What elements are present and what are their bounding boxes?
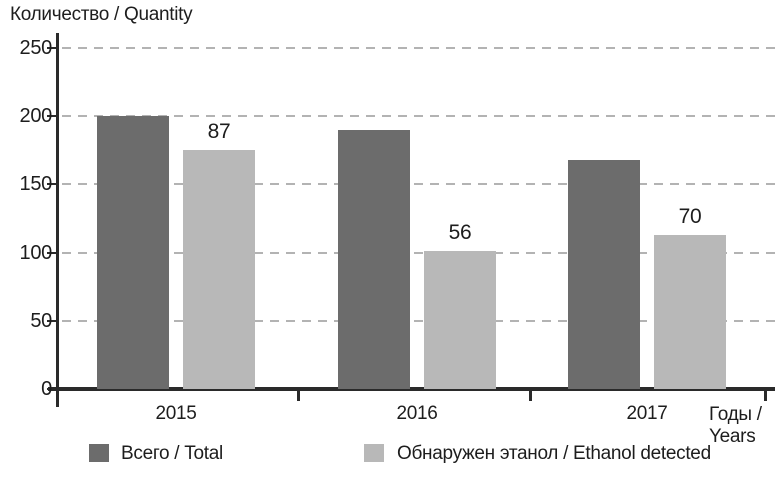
y-tick-mark-250 [47,47,57,49]
legend-label-series2: Обнаружен этанол / Ethanol detected [397,443,711,464]
y-tick-mark-150 [47,183,57,186]
x-axis-line [48,387,775,391]
x-axis-label-2017: 2017 [626,403,668,424]
bar-2015-series2 [183,150,255,389]
bar-2017-series1 [568,159,640,389]
legend-label-series1: Всего / Total [121,443,223,464]
x-axis-label-2015: 2015 [155,403,197,424]
y-tick-mark-0 [47,388,57,390]
y-tick-label-0: 0 [41,378,52,400]
y-tick-label-250: 250 [19,37,53,59]
bar-value-label-2017: 70 [678,204,702,228]
bar-value-label-2015: 87 [207,120,231,144]
x-axis-title-line2: Years [709,426,756,447]
y-tick-mark-50 [47,319,57,322]
y-tick-label-100: 100 [19,241,53,264]
bar-value-label-2016: 56 [448,221,472,245]
y-tick-label-150: 150 [19,173,53,196]
y-axis-line [56,33,59,407]
x-tick-mark-1 [529,391,532,401]
chart-title: Количество / Quantity [10,4,193,25]
gridline-150 [62,183,775,186]
legend-swatch-series2 [364,444,384,462]
bar-2016-series2 [424,251,496,389]
bar-2016-series1 [338,129,410,389]
y-tick-mark-200 [47,115,57,118]
x-tick-mark-0 [297,391,300,401]
gridline-100 [62,251,775,254]
bar-2017-series2 [654,234,726,389]
x-tick-mark-2 [764,391,767,401]
legend-swatch-series1 [89,444,109,462]
gridline-50 [62,319,775,322]
bar-2015-series1 [97,116,169,389]
y-tick-mark-100 [47,251,57,254]
x-axis-title-line1: Годы / [709,404,762,425]
y-tick-label-50: 50 [30,309,52,332]
x-axis-title: Годы / Years [709,404,779,448]
gridline-250 [62,47,775,49]
y-tick-label-200: 200 [19,105,53,128]
x-axis-label-2016: 2016 [396,403,438,424]
gridline-200 [62,115,775,118]
